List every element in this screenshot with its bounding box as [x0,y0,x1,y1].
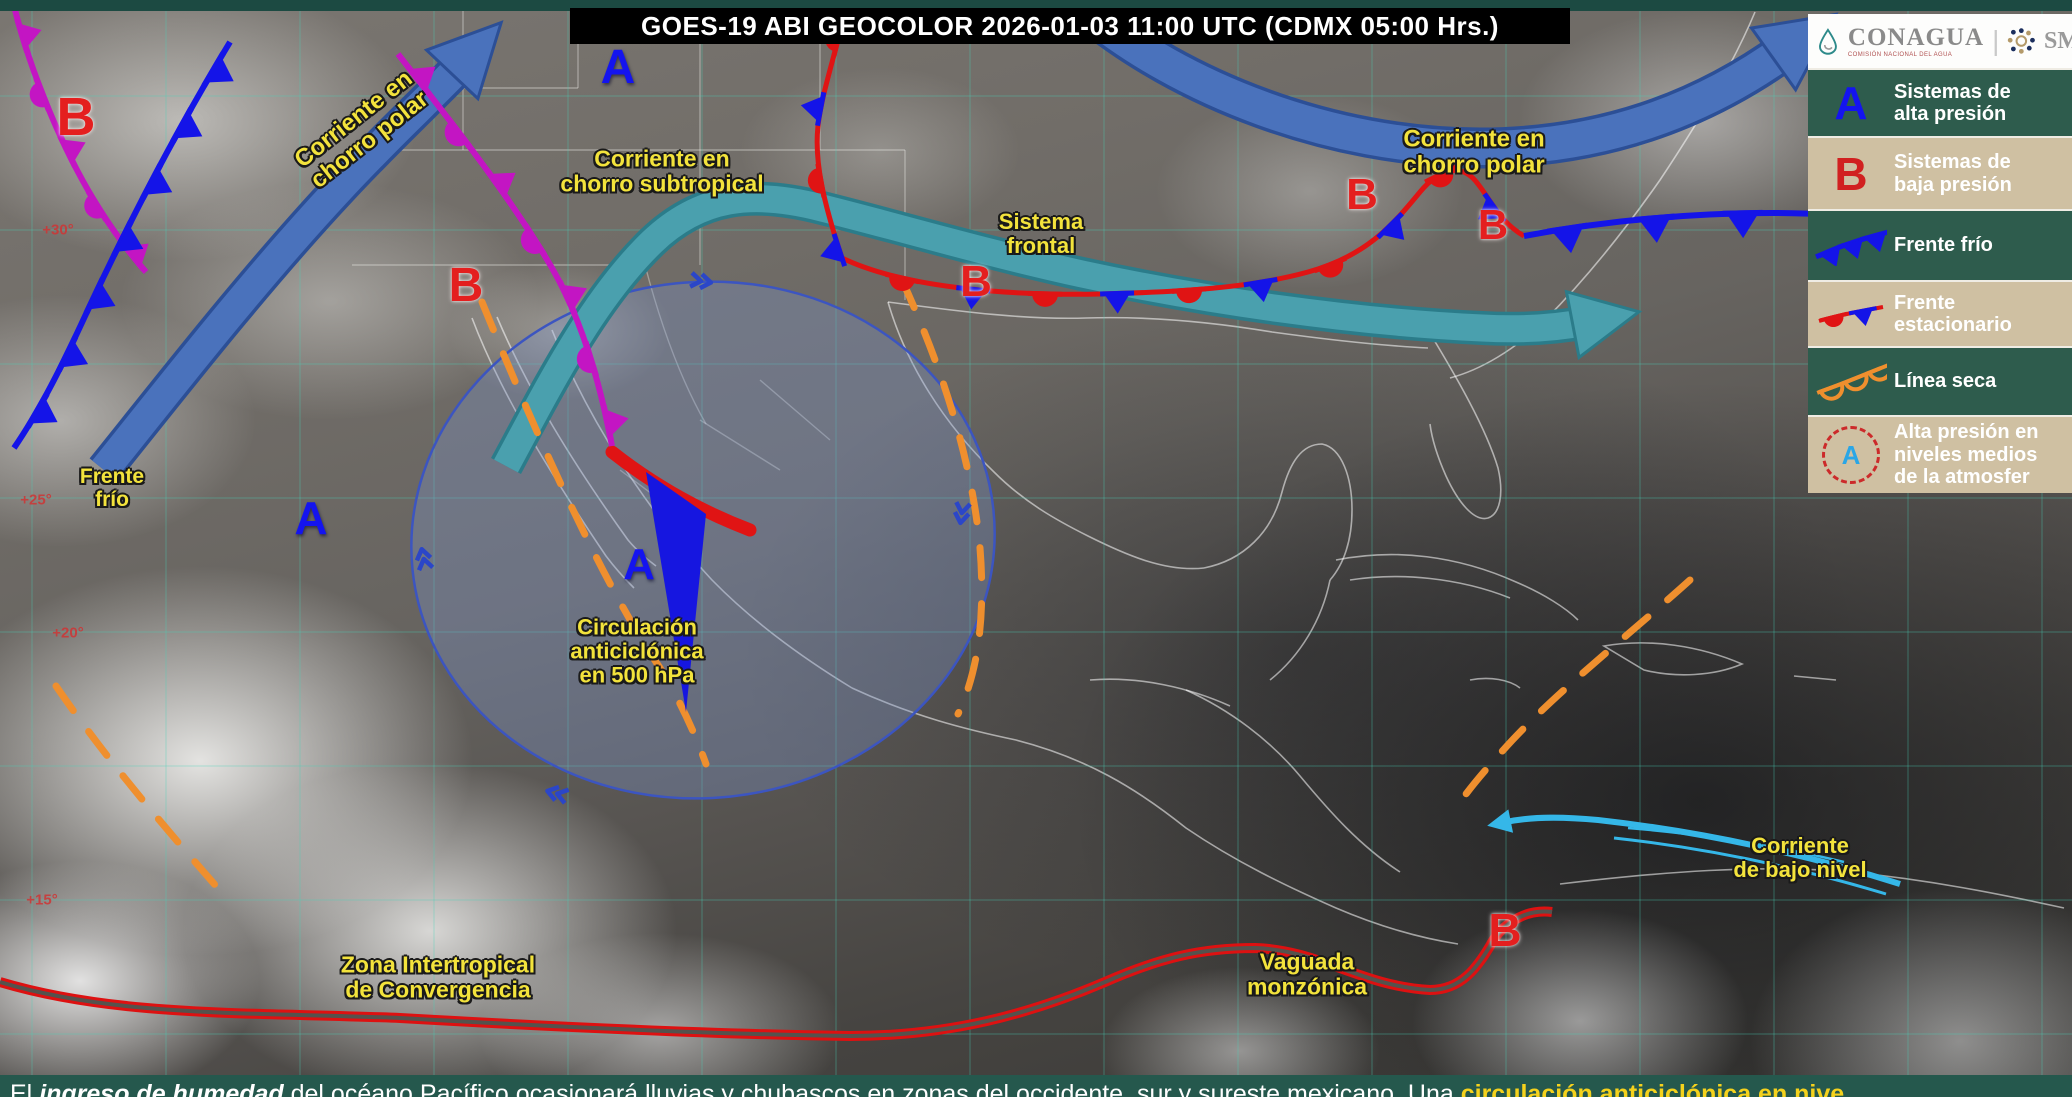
logo-bar: CONAGUA COMISIÓN NACIONAL DEL AGUA | SM [1808,14,2072,68]
legend-row-mid-level-high: A Alta presión en niveles medios de la a… [1808,417,2072,493]
legend-row-stationary-front: Frente estacionario [1808,282,2072,346]
legend-panel: CONAGUA COMISIÓN NACIONAL DEL AGUA | SM … [1808,14,2072,493]
forecast-segment-anticyclone: circulación anticiclónica en nive [1460,1080,1845,1097]
logo-divider: | [1992,25,2000,56]
legend-row-dry-line: Línea seca [1808,348,2072,415]
satellite-title-bar: GOES-19 ABI GEOCOLOR 2026-01-03 11:00 UT… [570,8,1570,44]
smn-logo-text: SM [2044,27,2072,54]
mid-level-high-icon: A [1808,426,1894,484]
itcz-line [0,906,1553,1042]
circulation-chevron-icon [414,546,435,572]
cold-front-icon [1808,226,1894,266]
polar-jet-west [423,20,504,102]
weather-annotations-svg [0,0,2072,1075]
dry-line-icon [1808,361,1894,402]
conagua-logo: CONAGUA COMISIÓN NACIONAL DEL AGUA [1847,23,1985,58]
low-level-current [1487,809,1514,833]
legend-row-high-pressure: A Sistemas de alta presión [1808,70,2072,136]
circulation-chevron-icon [689,271,714,291]
dry-line [898,276,986,718]
high-pressure-symbol: A [1834,77,1868,129]
dry-line [1448,576,1694,818]
forecast-segment-highlight: ingreso de humedad [39,1080,284,1097]
low-pressure-symbol: B [1834,147,1868,200]
top-strip [0,0,2072,11]
occluded-front-baja [395,52,615,447]
dry-line [478,298,710,768]
dry-line [52,682,220,890]
legend-row-cold-front: Frente frío [1808,211,2072,280]
forecast-text-bar: El ingreso de humedad del océano Pacífic… [0,1075,2072,1097]
circulation-chevron-icon [952,501,972,526]
forecast-text: El ingreso de humedad del océano Pacífic… [10,1080,1844,1097]
forecast-segment: del océano Pacífico ocasionará lluvias y… [283,1080,1461,1097]
subtropical-jet [1564,289,1643,361]
forecast-segment: El [10,1080,40,1097]
legend-row-low-pressure: B Sistemas de baja presión [1808,138,2072,209]
stationary-front-icon [1808,295,1894,333]
circulation-chevron-icon [545,784,570,805]
smn-emblem-icon [2008,28,2036,54]
conagua-drop-icon [1819,28,1837,55]
